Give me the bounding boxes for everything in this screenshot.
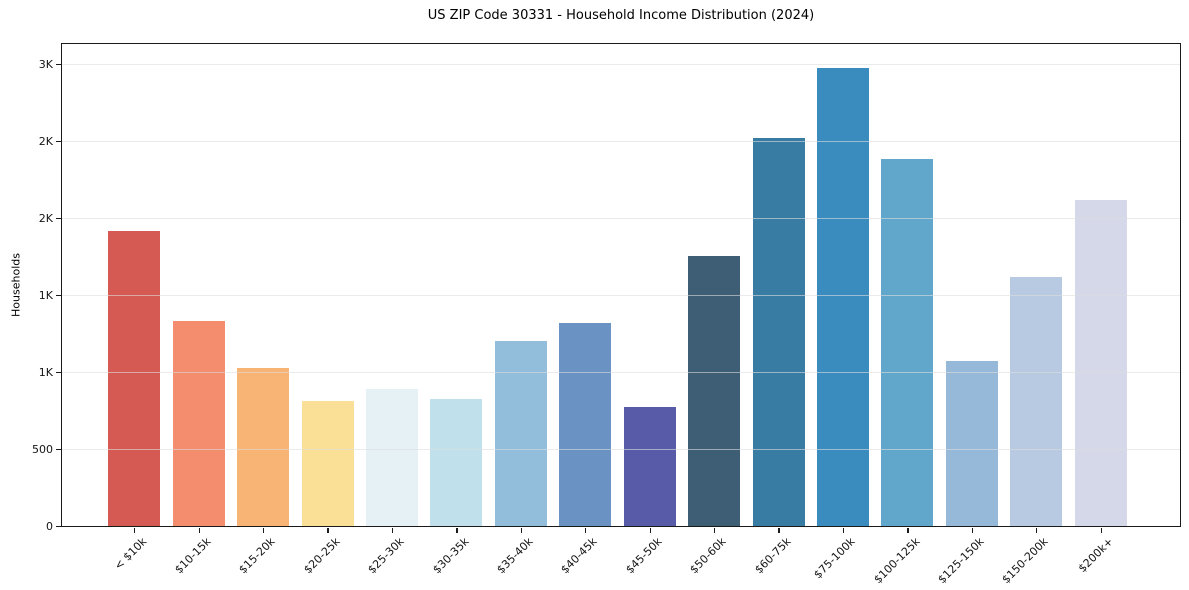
x-tick-label: $60-75k	[752, 534, 794, 576]
bar-$15-20k	[237, 368, 290, 526]
gridline	[62, 294, 1180, 296]
x-tick-label: $200k+	[1075, 534, 1116, 575]
x-tick-label: $30-35k	[429, 534, 472, 576]
bar-slot	[1069, 44, 1133, 526]
x-tick-mark	[456, 528, 458, 533]
gridline	[62, 63, 1180, 65]
x-tick-mark	[262, 528, 265, 533]
x-tick-mark	[842, 528, 845, 533]
bar-$100-125k	[881, 158, 934, 526]
y-axis-label: Households	[9, 253, 23, 317]
x-tick-label: $75-100k	[811, 534, 858, 581]
bar-slot	[424, 44, 488, 526]
x-tick-label: $25-30k	[365, 534, 407, 576]
gridline	[62, 140, 1180, 142]
y-tick-label: 1K	[38, 365, 53, 379]
x-tick-mark	[649, 528, 651, 533]
y-tick-label: 500	[32, 442, 53, 456]
gridline	[62, 448, 1180, 450]
y-tick-mark	[56, 371, 61, 374]
x-tick-label: $50-60k	[687, 534, 729, 576]
bar-slot	[1004, 44, 1068, 526]
bar-$125-150k	[945, 361, 998, 526]
bar-slot	[811, 44, 875, 526]
bar-$30-35k	[430, 399, 483, 526]
x-tick-mark	[198, 528, 200, 533]
plot-area	[61, 43, 1181, 527]
y-tick-label: 0	[46, 519, 53, 533]
x-tick-label: $10-15k	[172, 534, 214, 576]
bar-$200k+	[1074, 200, 1127, 526]
y-tick-label: 1K	[38, 288, 53, 302]
y-tick-mark	[56, 448, 61, 451]
chart-title: US ZIP Code 30331 - Household Income Dis…	[427, 8, 815, 23]
bar-slot	[360, 44, 424, 526]
gridline	[62, 217, 1180, 219]
y-tick-label: 2K	[38, 134, 53, 148]
bar-$45-50k	[623, 406, 676, 526]
x-tick-label: $40-45k	[558, 534, 601, 576]
y-tick-mark	[56, 217, 61, 220]
y-tick-label: 3K	[38, 57, 53, 71]
x-tick-mark	[391, 528, 394, 533]
y-tick-mark	[56, 63, 61, 66]
bars-row	[62, 44, 1180, 526]
bar-slot	[166, 44, 230, 526]
bar-$60-75k	[752, 137, 805, 526]
bar-$150-200k	[1010, 277, 1063, 526]
x-tick-mark	[585, 528, 587, 533]
x-tick-label: $100-125k	[871, 534, 923, 586]
bar-$40-45k	[559, 322, 612, 526]
bar-slot	[875, 44, 939, 526]
bar-slot	[295, 44, 359, 526]
bar-$20-25k	[301, 400, 354, 526]
bar-slot	[553, 44, 617, 526]
bar-$25-30k	[365, 388, 418, 526]
bar-slot	[618, 44, 682, 526]
x-tick-mark	[134, 528, 136, 533]
y-tick-mark	[56, 140, 61, 143]
bar-$50-60k	[688, 255, 741, 526]
bar-slot	[746, 44, 810, 526]
x-tick-mark	[778, 528, 780, 533]
bar-slot	[682, 44, 746, 526]
bar-slot	[940, 44, 1004, 526]
x-tick-label: $20-25k	[300, 534, 343, 576]
y-tick-label: 2K	[38, 211, 53, 225]
x-tick-mark	[520, 528, 522, 533]
bar-slot	[102, 44, 166, 526]
x-tick-label: $35-40k	[494, 534, 536, 576]
bar-< $10k	[108, 231, 161, 526]
x-tick-mark	[907, 528, 909, 533]
y-tick-mark	[56, 525, 61, 528]
x-tick-mark	[1036, 528, 1038, 533]
y-tick-mark	[56, 294, 61, 297]
bar-$75-100k	[817, 67, 870, 526]
gridline	[62, 371, 1180, 373]
x-tick-mark	[714, 528, 716, 533]
bar-$10-15k	[172, 321, 225, 526]
x-tick-mark	[1100, 528, 1102, 533]
x-tick-label: < $10k	[111, 534, 149, 573]
bar-slot	[489, 44, 553, 526]
x-tick-label: $125-150k	[935, 534, 987, 586]
bar-$35-40k	[494, 341, 547, 526]
x-tick-mark	[327, 528, 329, 533]
x-tick-mark	[971, 528, 974, 533]
x-tick-label: $45-50k	[623, 534, 665, 576]
x-tick-label: $150-200k	[999, 534, 1052, 586]
x-tick-label: $15-20k	[236, 534, 278, 576]
bar-slot	[231, 44, 295, 526]
